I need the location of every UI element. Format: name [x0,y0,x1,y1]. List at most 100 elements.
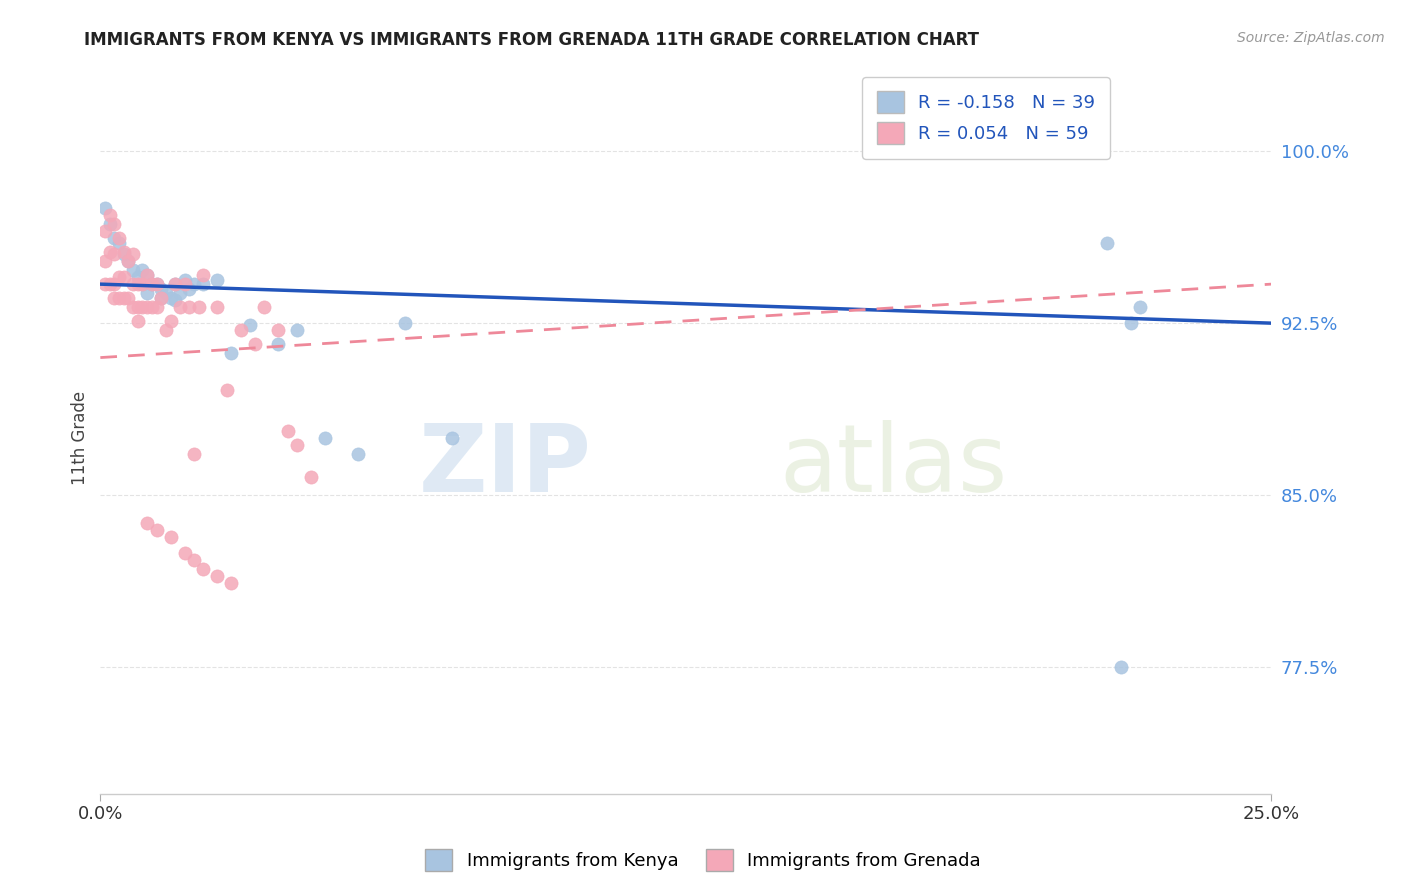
Point [173,277,195,292]
Point [94,254,117,268]
Point [136,268,159,282]
Point [159,314,181,328]
Point [314,431,336,445]
Text: Source: ZipAtlas.com: Source: ZipAtlas.com [1237,31,1385,45]
Point [1119,316,1142,330]
Point [145,300,167,314]
Point [122,247,145,261]
Point [299,470,322,484]
Y-axis label: 11th Grade: 11th Grade [72,391,89,485]
Point [285,323,308,337]
Point [165,277,187,292]
Point [103,218,125,232]
Point [169,286,191,301]
Point [1129,300,1152,314]
Point [173,546,195,560]
Point [103,247,125,261]
Point [136,268,159,282]
Point [127,314,149,328]
Point [155,323,177,337]
Point [108,231,131,245]
Point [103,231,125,245]
Point [117,254,139,268]
Point [150,291,173,305]
Point [267,323,290,337]
Point [221,575,243,590]
Point [440,431,463,445]
Point [207,568,229,582]
Point [141,277,163,292]
Point [94,277,117,292]
Text: ZIP: ZIP [419,420,592,512]
Point [127,277,149,292]
Point [207,272,229,286]
Point [98,277,121,292]
Point [193,562,215,576]
Point [179,282,201,296]
Point [98,208,121,222]
Point [108,291,131,305]
Point [1095,235,1118,250]
Point [94,202,117,216]
Point [193,277,215,292]
Point [243,336,266,351]
Point [150,282,173,296]
Point [207,300,229,314]
Text: IMMIGRANTS FROM KENYA VS IMMIGRANTS FROM GRENADA 11TH GRADE CORRELATION CHART: IMMIGRANTS FROM KENYA VS IMMIGRANTS FROM… [84,31,980,49]
Point [127,270,149,285]
Point [108,270,131,285]
Point [229,323,252,337]
Point [165,293,187,308]
Point [155,286,177,301]
Point [221,346,243,360]
Point [1109,660,1132,674]
Point [169,300,191,314]
Point [165,277,187,292]
Point [183,277,205,292]
Point [98,218,121,232]
Point [122,300,145,314]
Legend: R = -0.158   N = 39, R = 0.054   N = 59: R = -0.158 N = 39, R = 0.054 N = 59 [862,77,1109,159]
Point [159,291,181,305]
Point [141,300,163,314]
Point [173,272,195,286]
Text: atlas: atlas [779,420,1008,512]
Point [103,277,125,292]
Point [108,235,131,250]
Point [285,438,308,452]
Point [141,277,163,292]
Point [127,300,149,314]
Point [150,291,173,305]
Point [1073,144,1095,158]
Point [112,270,135,285]
Point [131,300,153,314]
Point [253,300,276,314]
Point [136,300,159,314]
Point [103,291,125,305]
Point [112,245,135,260]
Point [215,383,238,397]
Point [94,224,117,238]
Point [131,277,153,292]
Point [239,318,262,333]
Point [193,268,215,282]
Point [394,316,416,330]
Point [159,530,181,544]
Point [183,552,205,566]
Point [112,247,135,261]
Point [122,263,145,277]
Point [267,336,290,351]
Point [117,254,139,268]
Point [131,277,153,292]
Point [277,424,299,438]
Point [136,286,159,301]
Point [131,263,153,277]
Point [145,277,167,292]
Legend: Immigrants from Kenya, Immigrants from Grenada: Immigrants from Kenya, Immigrants from G… [418,842,988,879]
Point [183,447,205,461]
Point [347,447,370,461]
Point [145,523,167,537]
Point [136,516,159,530]
Point [98,245,121,260]
Point [112,291,135,305]
